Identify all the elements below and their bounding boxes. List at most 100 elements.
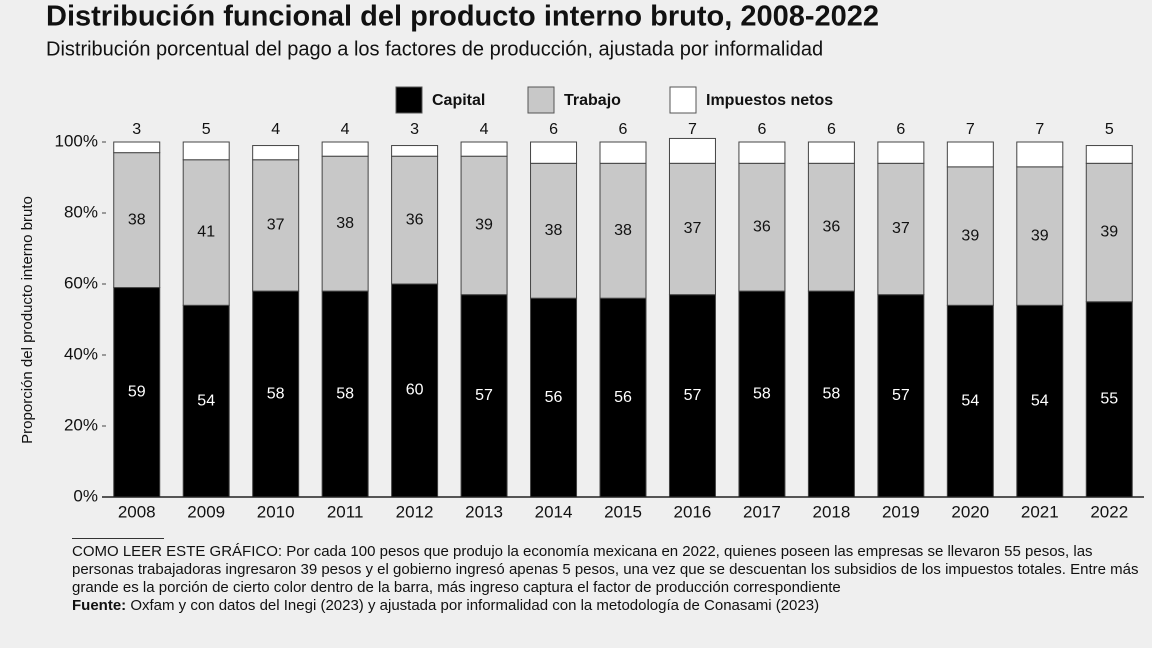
data-label: 56 [545, 389, 563, 406]
data-label: 55 [1100, 391, 1118, 408]
bar-segment [460, 141, 508, 157]
bar-segment [738, 290, 786, 498]
x-tick-label: 2011 [327, 502, 364, 521]
x-tick-label: 2020 [951, 502, 989, 521]
data-label: 54 [197, 392, 215, 409]
data-label: 39 [1031, 227, 1049, 244]
data-label: 58 [823, 385, 841, 402]
bar-segment [252, 145, 300, 161]
data-label: 37 [892, 220, 910, 237]
data-label: 59 [128, 383, 146, 400]
data-label: 39 [1100, 224, 1118, 241]
x-tick-label: 2022 [1090, 502, 1128, 521]
data-label: 38 [128, 211, 146, 228]
data-label: 7 [1035, 121, 1044, 138]
x-tick-label: 2015 [604, 502, 642, 521]
y-tick-label: 80% [64, 202, 98, 221]
bar-segment [182, 141, 230, 161]
x-tick-label: 2017 [743, 502, 781, 521]
data-label: 6 [549, 121, 558, 138]
bar-segment [460, 294, 508, 498]
data-label: 58 [753, 385, 771, 402]
data-label: 57 [684, 387, 702, 404]
bar-segment [391, 145, 439, 157]
data-label: 38 [545, 222, 563, 239]
bar-segment [1016, 166, 1064, 306]
bar-segment [1085, 162, 1133, 303]
separator [72, 538, 164, 539]
bar-segment [321, 141, 369, 157]
bar-segment [946, 141, 994, 168]
bar-segment [391, 155, 439, 285]
data-label: 7 [688, 121, 697, 138]
data-label: 6 [619, 121, 628, 138]
bar-segment [807, 290, 855, 498]
x-tick-label: 2010 [257, 502, 295, 521]
x-tick-label: 2021 [1021, 502, 1059, 521]
data-label: 58 [267, 385, 285, 402]
data-label: 37 [684, 220, 702, 237]
y-tick-label: 20% [64, 415, 98, 434]
x-tick-label: 2016 [674, 502, 712, 521]
bar-segment [807, 162, 855, 292]
x-tick-label: 2019 [882, 502, 920, 521]
data-label: 36 [753, 218, 771, 235]
data-label: 36 [823, 218, 841, 235]
data-label: 5 [1105, 121, 1114, 138]
legend-swatch [527, 86, 555, 114]
bar-segment [113, 141, 161, 154]
note-text: COMO LEER ESTE GRÁFICO: Por cada 100 pes… [72, 543, 1139, 596]
y-tick-label: 40% [64, 344, 98, 363]
data-label: 4 [480, 121, 489, 138]
data-label: 39 [961, 227, 979, 244]
y-tick-label: 60% [64, 273, 98, 292]
x-tick-label: 2014 [535, 502, 573, 521]
chart: Distribución funcional del producto inte… [19, 1, 1144, 521]
legend-swatch [395, 86, 423, 114]
notes: COMO LEER ESTE GRÁFICO: Por cada 100 pes… [72, 538, 1140, 615]
y-tick-label: 100% [55, 131, 98, 150]
bar-segment [877, 141, 925, 164]
data-label: 54 [1031, 392, 1049, 409]
bar-segment [738, 141, 786, 164]
data-label: 56 [614, 389, 632, 406]
data-label: 39 [475, 217, 493, 234]
bar-segment [807, 141, 855, 164]
bar-segment [530, 162, 578, 299]
data-label: 54 [961, 392, 979, 409]
data-label: 58 [336, 385, 354, 402]
data-label: 3 [132, 121, 141, 138]
bar-segment [877, 294, 925, 498]
data-label: 60 [406, 382, 424, 399]
x-tick-label: 2008 [118, 502, 156, 521]
bar-segment [182, 304, 230, 498]
data-label: 36 [406, 211, 424, 228]
chart-title: Distribución funcional del producto inte… [46, 1, 879, 33]
data-label: 5 [202, 121, 211, 138]
data-label: 6 [827, 121, 836, 138]
data-label: 38 [614, 222, 632, 239]
data-label: 3 [410, 121, 419, 138]
bar-segment [321, 155, 369, 292]
bar-segment [252, 159, 300, 292]
bar-segment [252, 290, 300, 498]
y-axis-title: Proporción del producto interno bruto [19, 196, 36, 444]
data-label: 37 [267, 217, 285, 234]
data-label: 6 [757, 121, 766, 138]
data-label: 6 [896, 121, 905, 138]
bar-segment [113, 152, 161, 289]
y-tick-label: 0% [73, 486, 98, 505]
bar-segment [321, 290, 369, 498]
bar-segment [530, 297, 578, 498]
data-label: 57 [892, 387, 910, 404]
bar-segment [460, 155, 508, 296]
data-label: 41 [197, 224, 215, 241]
x-tick-label: 2013 [465, 502, 503, 521]
x-tick-label: 2012 [396, 502, 434, 521]
data-label: 57 [475, 387, 493, 404]
data-label: 38 [336, 215, 354, 232]
data-label: 4 [341, 121, 350, 138]
bar-segment [599, 297, 647, 498]
legend-label: Impuestos netos [706, 92, 833, 109]
